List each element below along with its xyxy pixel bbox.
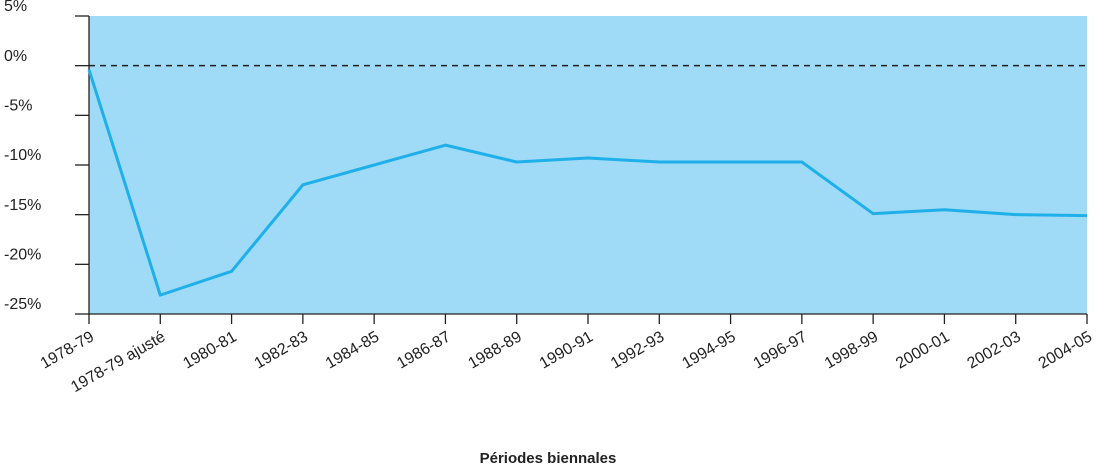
line-series: [87, 69, 1088, 297]
y-tick-label: -20%: [4, 247, 41, 264]
x-tick-label: 1978-79: [38, 328, 97, 372]
x-tick-label: 1992-93: [608, 328, 667, 372]
x-axis-label: Périodes biennales: [480, 450, 617, 467]
y-tick-label: -5%: [4, 98, 32, 115]
x-tick-label: 1982-83: [252, 328, 311, 372]
x-tick-label: 1988-89: [465, 328, 524, 372]
x-tick-label: 1990-91: [537, 328, 596, 372]
x-tick-label: 2004-05: [1036, 328, 1095, 372]
y-tick-label: 0%: [4, 48, 27, 65]
y-tick-label: -25%: [4, 296, 41, 313]
x-tick-label: 1984-85: [323, 328, 382, 372]
x-tick-label: 1994-95: [679, 328, 738, 372]
x-tick-label: 1986-87: [394, 328, 453, 372]
plot-background: [89, 16, 1087, 314]
y-tick-label: 5%: [4, 0, 27, 15]
x-tick-label: 2000-01: [893, 328, 952, 372]
y-tick-label: -10%: [4, 147, 41, 164]
x-tick-label: 1980-81: [180, 328, 239, 372]
x-tick-label: 1996-97: [751, 328, 810, 372]
x-tick-label: 1998-99: [822, 328, 881, 372]
x-tick-label: 2002-03: [964, 328, 1023, 372]
y-tick-label: -15%: [4, 197, 41, 214]
